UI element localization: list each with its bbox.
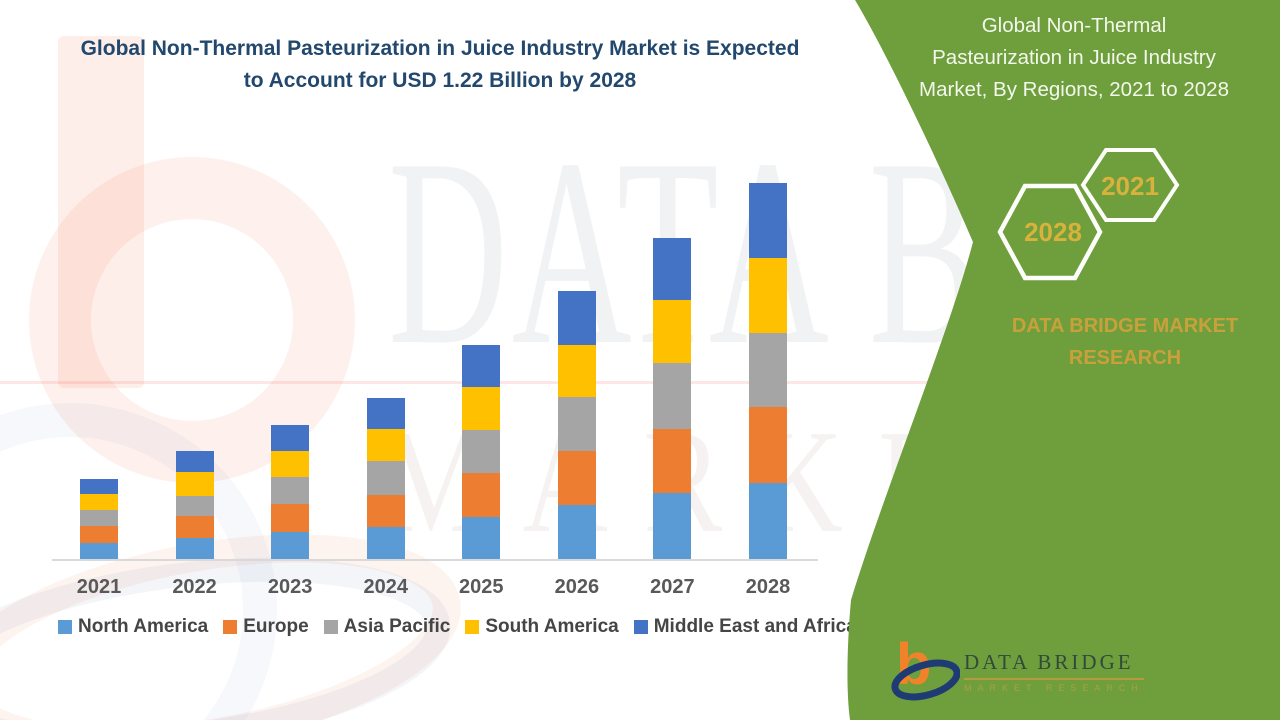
bar-segment-2024-middle-east-and-africa: [366, 398, 405, 430]
bar-2021: [80, 479, 118, 559]
bar-segment-2022-south-america: [175, 472, 214, 497]
bar-segment-2024-asia-pacific: [366, 461, 405, 495]
x-axis-line: [52, 559, 818, 561]
logo-subtitle-text: MARKET RESEARCH: [964, 682, 1144, 693]
bar-segment-2028-south-america: [748, 258, 787, 333]
bar-segment-2022-north-america: [175, 538, 214, 559]
legend-label: Asia Pacific: [343, 616, 451, 637]
bar-2025: [462, 345, 501, 559]
bar-segment-2023-middle-east-and-africa: [271, 425, 310, 451]
brand-text-line2: RESEARCH: [1068, 347, 1182, 369]
x-axis-label-2023: 2023: [267, 576, 313, 598]
bar-segment-2022-middle-east-and-africa: [175, 451, 214, 473]
legend-marker-icon: [633, 620, 648, 634]
legend-label: North America: [78, 616, 209, 637]
legend-item-europe: Europe: [223, 616, 309, 638]
hexagon-year-end: 2028: [1024, 217, 1082, 247]
legend-item-north-america: North America: [58, 616, 208, 638]
logo-name-text: DATA BRIDGE: [964, 650, 1144, 680]
bar-segment-2026-asia-pacific: [557, 397, 596, 452]
bar-segment-2027-europe: [653, 429, 692, 494]
bar-segment-2028-asia-pacific: [748, 332, 787, 407]
bar-segment-2027-asia-pacific: [653, 363, 692, 430]
bar-segment-2023-north-america: [271, 531, 310, 559]
x-axis-label-2025: 2025: [459, 576, 504, 598]
chart-title: Global Non-Thermal Pasteurization in Jui…: [40, 33, 840, 96]
bar-segment-2027-middle-east-and-africa: [653, 238, 692, 301]
legend-marker-icon: [223, 620, 238, 634]
legend-item-asia-pacific: Asia Pacific: [323, 616, 451, 638]
bar-segment-2026-middle-east-and-africa: [557, 291, 596, 346]
logo-monogram: b: [888, 632, 961, 704]
legend-label: Europe: [243, 616, 309, 637]
bar-segment-2024-europe: [366, 495, 405, 527]
legend-marker-icon: [58, 620, 72, 634]
panel-title: Global Non-Thermal Pasteurization in Jui…: [878, 10, 1270, 105]
bar-segment-2021-north-america: [80, 543, 118, 559]
watermark-divider-line: [0, 381, 1280, 384]
panel-title-line3: Market, By Regions, 2021 to 2028: [919, 77, 1229, 101]
x-axis-label-2021: 2021: [76, 576, 122, 598]
x-axis-label-2024: 2024: [363, 576, 408, 598]
hexagon-year-start: 2021: [1101, 171, 1159, 201]
bar-segment-2028-north-america: [748, 482, 787, 559]
legend-label: Middle East and Africa: [653, 616, 857, 637]
hexagon-2021: [1080, 148, 1180, 222]
bar-segment-2024-south-america: [366, 429, 405, 462]
bar-segment-2021-south-america: [80, 494, 118, 511]
bar-segment-2025-asia-pacific: [462, 430, 501, 474]
bar-segment-2025-north-america: [462, 517, 501, 559]
bar-segment-2025-south-america: [462, 386, 501, 431]
legend-item-middle-east-and-africa: Middle East and Africa: [633, 616, 857, 638]
logo-monogram-icon: b: [891, 632, 961, 701]
legend-marker-icon: [323, 620, 338, 634]
bar-segment-2027-north-america: [653, 493, 692, 559]
chart-legend: North America Europe Asia Pacific South Ame…: [58, 616, 857, 638]
bar-segment-2021-europe: [80, 526, 118, 543]
bar-2028: [748, 183, 787, 559]
bar-segment-2023-south-america: [271, 450, 310, 477]
x-axis-label-2022: 2022: [172, 576, 217, 598]
data-bridge-logo: b DATA BRIDGE MARKET RESEARCH: [888, 632, 1144, 704]
bar-segment-2026-south-america: [557, 345, 596, 398]
panel-title-line1: Global Non-Thermal: [981, 14, 1167, 37]
year-hexagons: [997, 148, 1180, 281]
bar-segment-2025-europe: [462, 473, 501, 518]
panel-title-line2: Pasteurization in Juice Industry: [932, 45, 1216, 69]
bar-2026: [557, 291, 596, 559]
legend-marker-icon: [465, 620, 480, 634]
bar-segment-2022-europe: [175, 516, 214, 539]
legend-label: South America: [485, 616, 619, 637]
bar-segment-2021-asia-pacific: [80, 510, 118, 527]
bar-2027: [653, 238, 692, 559]
bar-segment-2021-middle-east-and-africa: [80, 479, 118, 495]
chart-title-line2: to Account for USD 1.22 Billion by 2028: [243, 68, 637, 92]
bar-2023: [271, 425, 310, 559]
chart-title-line1: Global Non-Thermal Pasteurization in Jui…: [80, 37, 800, 60]
bar-2024: [366, 398, 405, 559]
logo-text-column: DATA BRIDGE MARKET RESEARCH: [964, 644, 1144, 693]
legend-item-south-america: South America: [465, 616, 619, 638]
bar-segment-2023-europe: [271, 503, 310, 532]
bar-segment-2028-middle-east-and-africa: [748, 183, 787, 259]
bar-2022: [175, 451, 214, 559]
x-axis-label-2026: 2026: [554, 576, 600, 598]
bar-segment-2025-middle-east-and-africa: [462, 345, 501, 387]
bar-segment-2027-south-america: [653, 300, 692, 364]
brand-text: DATA BRIDGE MARKET RESEARCH: [960, 310, 1280, 374]
bar-segment-2022-asia-pacific: [175, 496, 214, 517]
logo-swoosh: [891, 659, 961, 701]
bar-segment-2028-europe: [748, 406, 787, 483]
x-axis-label-2027: 2027: [650, 576, 695, 598]
bar-segment-2023-asia-pacific: [271, 476, 310, 504]
x-axis-label-2028: 2028: [745, 576, 791, 598]
brand-text-line1: DATA BRIDGE MARKET: [1011, 315, 1239, 337]
bar-segment-2026-europe: [557, 451, 596, 506]
hexagon-2028: [997, 183, 1103, 281]
bar-segment-2024-north-america: [366, 527, 405, 559]
bar-segment-2026-north-america: [557, 505, 596, 559]
